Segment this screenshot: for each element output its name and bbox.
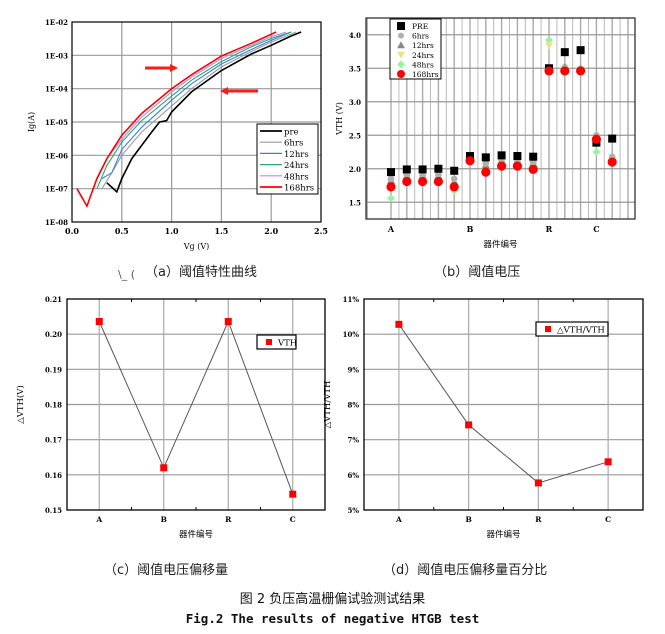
svg-text:6hrs: 6hrs	[412, 32, 429, 41]
figure-caption-cn: 图 2 负压高温栅偏试验测试结果	[239, 592, 426, 607]
svg-text:1E-03: 1E-03	[45, 51, 68, 60]
svg-text:A: A	[95, 515, 102, 524]
svg-text:6hrs: 6hrs	[284, 139, 303, 149]
svg-text:A: A	[387, 224, 395, 234]
svg-text:7%: 7%	[347, 436, 359, 445]
svg-text:168hrs: 168hrs	[412, 70, 439, 79]
caption-c: （c）阈值电压偏移量	[104, 563, 229, 578]
svg-text:4.0: 4.0	[349, 31, 361, 40]
svg-text:C: C	[593, 224, 599, 234]
svg-text:器件编号: 器件编号	[179, 529, 213, 540]
svg-text:1E-06: 1E-06	[45, 151, 68, 160]
svg-text:11%: 11%	[343, 295, 360, 304]
svg-text:1.0: 1.0	[165, 226, 179, 236]
svg-text:器件编号: 器件编号	[486, 529, 520, 540]
svg-text:1.5: 1.5	[214, 226, 228, 236]
svg-text:12hrs: 12hrs	[284, 150, 309, 160]
svg-text:1E-04: 1E-04	[45, 85, 68, 94]
svg-text:0.17: 0.17	[45, 436, 62, 445]
figure-caption-en: Fig.2 The results of negative HTGB test	[185, 611, 480, 626]
svg-text:Vg (V): Vg (V)	[183, 242, 209, 251]
svg-text:C: C	[605, 515, 611, 524]
svg-text:2.0: 2.0	[264, 226, 278, 236]
svg-text:R: R	[535, 515, 542, 524]
svg-text:168hrs: 168hrs	[284, 184, 314, 194]
svg-text:1E-02: 1E-02	[45, 18, 68, 27]
svg-text:器件编号: 器件编号	[483, 239, 517, 250]
svg-text:48hrs: 48hrs	[412, 60, 434, 69]
caption-d: （d）阈值电压偏移量百分比	[383, 563, 548, 578]
svg-text:12hrs: 12hrs	[412, 41, 434, 50]
svg-text:1E-07: 1E-07	[45, 185, 68, 194]
svg-text:9%: 9%	[347, 365, 359, 374]
svg-text:0.15: 0.15	[45, 506, 62, 515]
svg-text:3.0: 3.0	[349, 98, 361, 107]
caption-a: （a）阈值特性曲线	[145, 265, 257, 280]
svg-text:0.0: 0.0	[65, 226, 79, 236]
svg-text:0.18: 0.18	[45, 401, 62, 410]
svg-text:2.5: 2.5	[349, 131, 361, 140]
svg-text:1E-05: 1E-05	[45, 118, 68, 127]
svg-text:5%: 5%	[347, 506, 359, 515]
svg-text:△VTH/VTH: △VTH/VTH	[323, 381, 333, 429]
svg-text:0.16: 0.16	[45, 471, 62, 480]
svg-text:PRE: PRE	[412, 22, 428, 31]
svg-text:R: R	[225, 515, 232, 524]
svg-text:VTH: VTH	[277, 339, 297, 349]
svg-text:2.5: 2.5	[314, 226, 328, 236]
svg-text:24hrs: 24hrs	[284, 161, 309, 171]
svg-text:B: B	[465, 515, 471, 524]
stray-mark: \_ (	[118, 268, 135, 281]
svg-text:△VTH/VTH: △VTH/VTH	[557, 326, 605, 336]
svg-text:10%: 10%	[343, 330, 360, 339]
svg-text:R: R	[546, 224, 553, 234]
svg-text:0.5: 0.5	[115, 226, 129, 236]
svg-text:B: B	[467, 224, 474, 234]
svg-text:24hrs: 24hrs	[412, 51, 434, 60]
svg-text:0.19: 0.19	[45, 365, 62, 374]
svg-text:2.0: 2.0	[349, 165, 361, 174]
svg-text:△VTH(V): △VTH(V)	[15, 385, 26, 424]
svg-text:3.5: 3.5	[349, 64, 361, 73]
svg-text:1E-08: 1E-08	[45, 218, 68, 227]
svg-text:48hrs: 48hrs	[284, 172, 309, 182]
caption-b: （b）阈值电压	[434, 265, 521, 280]
svg-text:C: C	[290, 515, 296, 524]
svg-text:1.5: 1.5	[349, 198, 361, 207]
svg-text:0.21: 0.21	[45, 295, 62, 304]
svg-text:VTH (V): VTH (V)	[335, 102, 344, 136]
svg-text:pre: pre	[284, 128, 299, 138]
svg-text:0.20: 0.20	[45, 330, 62, 339]
svg-text:B: B	[161, 515, 167, 524]
svg-text:6%: 6%	[347, 471, 359, 480]
svg-text:A: A	[395, 515, 402, 524]
svg-text:8%: 8%	[347, 401, 359, 410]
svg-text:Ig(A): Ig(A)	[27, 112, 36, 132]
